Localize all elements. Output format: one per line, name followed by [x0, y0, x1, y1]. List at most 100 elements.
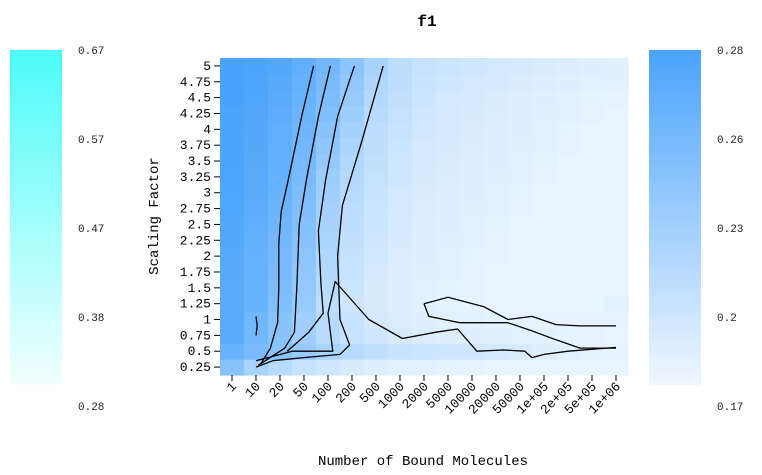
heatmap-cell — [484, 58, 509, 75]
heatmap-cell — [340, 200, 365, 218]
heatmap-cell — [244, 153, 269, 170]
heatmap-cell — [388, 279, 413, 297]
heatmap-cell — [244, 200, 269, 218]
heatmap-cell — [364, 153, 389, 170]
right-colorbar-tick-label: 0.23 — [717, 224, 743, 236]
heatmap-cell — [220, 168, 245, 186]
heatmap-cell — [532, 168, 557, 186]
x-axis-ticks: 1 10 20 50100200500100020005000100002000050… — [224, 375, 624, 417]
heatmap-cell — [268, 168, 293, 186]
heatmap-cell — [604, 279, 629, 297]
heatmap-cell — [604, 105, 629, 122]
heatmap-cell — [484, 264, 509, 281]
heatmap-cell — [340, 216, 365, 233]
heatmap-cell — [364, 184, 389, 202]
contour-lines — [255, 65, 617, 368]
heatmap-cell — [292, 359, 317, 376]
heatmap-cell — [604, 89, 629, 107]
heatmap-cell — [556, 264, 581, 281]
y-tick-label: 1 — [203, 313, 211, 328]
heatmap-cell — [412, 200, 437, 218]
heatmap-cell — [580, 184, 605, 202]
heatmap-cell — [580, 153, 605, 170]
heatmap-cell — [508, 89, 533, 107]
heatmap-cell — [292, 200, 317, 218]
x-tick-label: 2000 — [399, 379, 432, 412]
y-tick-label: 1.75 — [180, 265, 211, 280]
heatmap-cell — [484, 343, 509, 360]
y-tick-label: 2.75 — [180, 202, 211, 217]
heatmap-cell — [388, 216, 413, 233]
heatmap-cell — [580, 232, 605, 249]
heatmap-cell — [436, 279, 461, 297]
heatmap-cell — [412, 137, 437, 154]
heatmap-cell — [316, 121, 341, 138]
heatmap-cell — [364, 168, 389, 186]
heatmap-cell — [436, 121, 461, 138]
heatmap-cell — [604, 200, 629, 218]
heatmap-cell — [532, 295, 557, 313]
heatmap-cell — [508, 168, 533, 186]
heatmap-cell — [244, 327, 269, 344]
heatmap-cell — [388, 248, 413, 265]
heatmap-cell — [292, 295, 317, 313]
heatmap-cell — [364, 248, 389, 265]
heatmap-cell — [532, 232, 557, 249]
heatmap-cell — [460, 264, 485, 281]
heatmap-cell — [508, 311, 533, 329]
left-colorbar-tick-label: 0.57 — [78, 135, 104, 147]
heatmap-cell — [460, 279, 485, 297]
heatmap-cell — [412, 73, 437, 91]
y-tick-label: 3.5 — [188, 154, 211, 169]
heatmap-cell — [580, 105, 605, 122]
left-colorbar-tick-label: 0.67 — [78, 46, 104, 58]
heatmap-cell — [460, 311, 485, 329]
heatmap-cell — [460, 153, 485, 170]
heatmap-cell — [388, 295, 413, 313]
heatmap-cell — [508, 279, 533, 297]
heatmap-cell — [412, 105, 437, 122]
heatmap-cell — [508, 232, 533, 249]
x-tick-label: 20 — [266, 379, 288, 401]
heatmap-cell — [220, 105, 245, 122]
y-axis-ticks: 0.250.50.7511.251.51.7522.252.52.7533.25… — [180, 59, 220, 375]
heatmap-cell — [460, 89, 485, 107]
heatmap-cell — [292, 248, 317, 265]
heatmap-cell — [604, 264, 629, 281]
heatmap-cell — [364, 89, 389, 107]
heatmap-cell — [316, 184, 341, 202]
right-colorbar — [649, 50, 701, 385]
heatmap-cell — [316, 216, 341, 233]
heatmap-cell — [532, 311, 557, 329]
heatmap-cell — [556, 359, 581, 376]
heatmap-cell — [532, 153, 557, 170]
heatmap-cell — [532, 216, 557, 233]
heatmap-cell — [388, 105, 413, 122]
heatmap-cell — [268, 232, 293, 249]
heatmap-cell — [580, 216, 605, 233]
heatmap-cell — [340, 232, 365, 249]
heatmap-cell — [532, 73, 557, 91]
heatmap-cell — [340, 248, 365, 265]
heatmap-cell — [316, 232, 341, 249]
x-tick-label: 50 — [290, 379, 312, 401]
heatmap-cell — [436, 153, 461, 170]
heatmap-cell — [268, 359, 293, 376]
heatmap-cell — [268, 200, 293, 218]
heatmap-cell — [484, 232, 509, 249]
x-tick-label: 100 — [309, 379, 336, 406]
heatmap-cell — [220, 153, 245, 170]
left-colorbar-tick-label: 0.38 — [78, 313, 104, 325]
heatmap-cell — [340, 327, 365, 344]
heatmap-cell — [340, 153, 365, 170]
heatmap-cell — [484, 359, 509, 376]
heatmap-cell — [340, 105, 365, 122]
heatmap-cell — [412, 343, 437, 360]
heatmap-cell — [556, 89, 581, 107]
heatmap-cell — [484, 168, 509, 186]
heatmap-cell — [220, 200, 245, 218]
heatmap-cell — [268, 73, 293, 91]
heatmap-cell — [580, 248, 605, 265]
y-tick-label: 4.25 — [180, 106, 211, 121]
heatmap-cell — [412, 58, 437, 75]
